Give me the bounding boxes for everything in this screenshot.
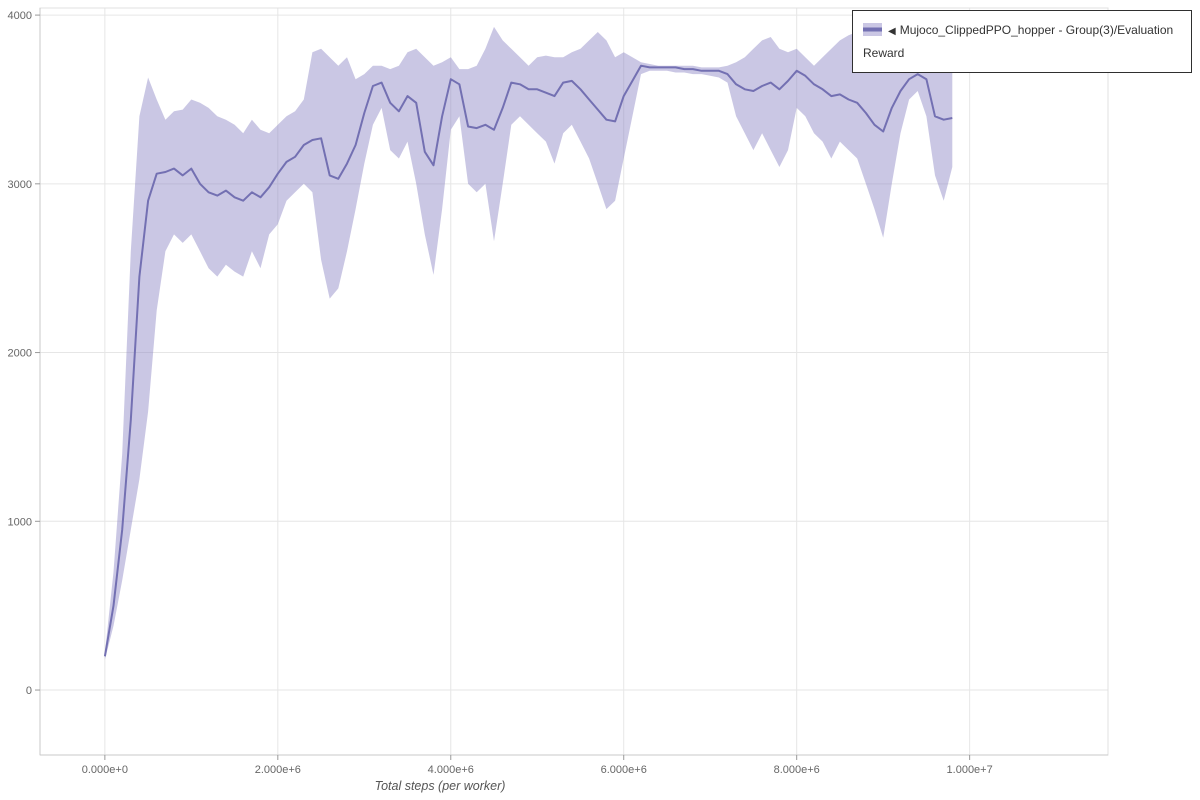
x-tick-label: 8.000e+6 — [774, 764, 820, 776]
y-tick-label: 4000 — [8, 10, 32, 22]
y-tick-label: 2000 — [8, 348, 32, 360]
x-tick-label: 2.000e+6 — [255, 764, 301, 776]
x-tick-label: 1.000e+7 — [947, 764, 993, 776]
legend-item-label: Mujoco_ClippedPPO_hopper - Group(3)/Eval… — [863, 23, 1174, 60]
x-tick-label: 4.000e+6 — [428, 764, 474, 776]
confidence-band — [104, 26, 953, 660]
legend-collapse-icon[interactable]: ◀ — [888, 26, 896, 37]
legend-swatch — [863, 23, 882, 36]
legend-item[interactable]: ◀ Mujoco_ClippedPPO_hopper - Group(3)/Eva… — [863, 19, 1181, 64]
y-tick-label: 3000 — [8, 179, 32, 191]
y-tick-label: 1000 — [8, 516, 32, 528]
x-axis-label: Total steps (per worker) — [374, 779, 506, 793]
legend: ◀ Mujoco_ClippedPPO_hopper - Group(3)/Eva… — [852, 10, 1192, 73]
y-tick-label: 0 — [26, 685, 32, 697]
x-tick-label: 0.000e+0 — [82, 764, 128, 776]
x-tick-label: 6.000e+6 — [601, 764, 647, 776]
mean-line — [103, 64, 953, 657]
